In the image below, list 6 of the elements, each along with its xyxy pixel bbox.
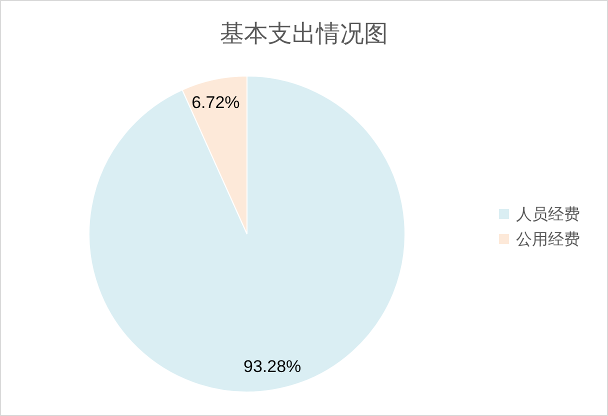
- legend-label: 人员经费: [516, 204, 580, 224]
- chart-title: 基本支出情况图: [220, 19, 388, 48]
- data-label: 6.72%: [192, 92, 240, 112]
- data-label: 93.28%: [243, 357, 302, 376]
- legend-label: 公用经费: [516, 230, 580, 249]
- pie-slice: [88, 76, 406, 392]
